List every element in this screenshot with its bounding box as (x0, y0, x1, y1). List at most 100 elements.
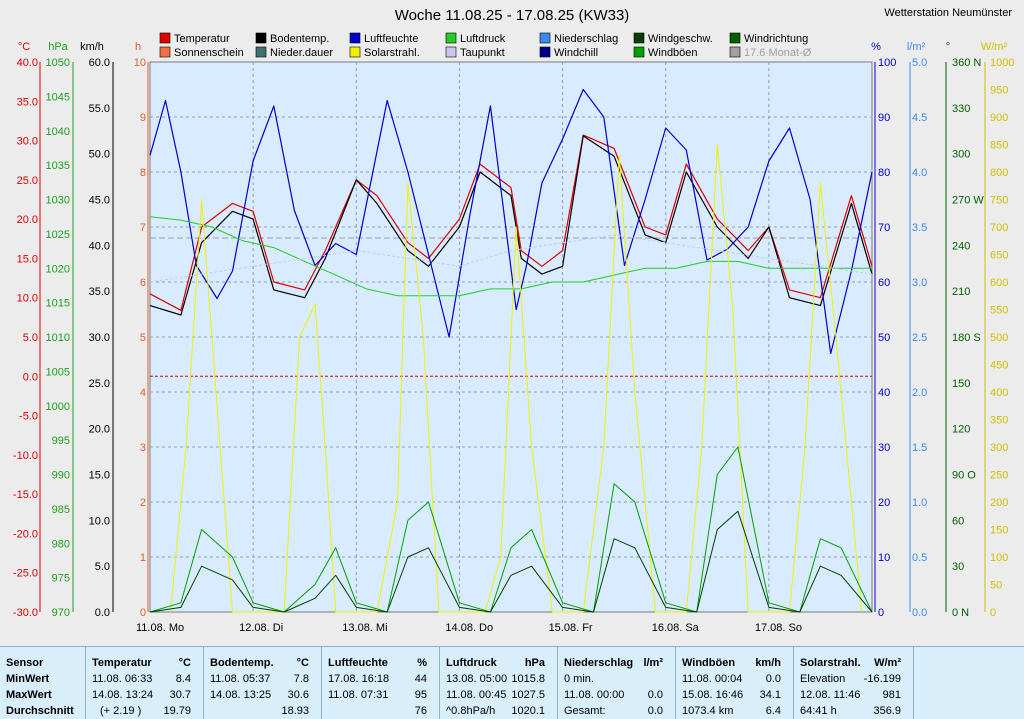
axis-tick-wind: 40.0 (89, 240, 110, 252)
legend-swatch (349, 46, 361, 58)
axis-tick-solar: 400 (990, 387, 1008, 399)
axis-tick-sun_hours: 10 (134, 57, 146, 69)
axis-tick-rain: 4.0 (912, 167, 927, 179)
axis-tick-wind: 45.0 (89, 195, 110, 207)
legend-label: Bodentemp. (270, 33, 329, 45)
stats-luftfeuchte-max-value: 95 (414, 689, 427, 701)
legend-label: Sonnenschein (174, 47, 244, 59)
axis-tick-temp: 5.0 (23, 332, 38, 344)
axis-tick-sun_hours: 0 (140, 607, 146, 619)
axis-tick-pressure: 985 (52, 504, 70, 516)
axis-tick-wind: 25.0 (89, 378, 110, 390)
stats-bodentemp-min-value: 7.8 (293, 673, 309, 685)
stats-niederschlag-title: Niederschlag (564, 657, 634, 669)
axis-tick-wind: 60.0 (89, 57, 110, 69)
axis-tick-sun_hours: 5 (140, 332, 146, 344)
stats-luftdruck-min-value: 1015.8 (511, 673, 545, 685)
axis-tick-pressure: 1050 (46, 57, 70, 69)
stats-bodentemp-unit: °C (296, 657, 309, 669)
stats-solar-elevation-label: Elevation (800, 673, 846, 685)
axis-tick-solar: 250 (990, 470, 1008, 482)
axis-tick-wind: 0.0 (95, 607, 110, 619)
axis-tick-solar: 450 (990, 360, 1008, 372)
stats-bodentemp-avg-value: 18.93 (281, 705, 309, 717)
stats-temperatur-min-value: 8.4 (175, 673, 191, 685)
stats-bodentemp-max-time: 14.08. 13:25 (210, 689, 272, 701)
stats-luftdruck-trend: ^0.8hPa/h (446, 705, 496, 717)
axis-tick-temp: 30.0 (17, 136, 38, 148)
legend-swatch (539, 32, 551, 44)
axis-tick-temp: -30.0 (13, 607, 38, 619)
legend-label: 17.6 Monat-Ø (744, 47, 812, 59)
stats-windboeen-min-time: 11.08. 00:04 (682, 673, 743, 685)
axis-tick-temp: -5.0 (19, 411, 38, 423)
axis-tick-solar: 800 (990, 167, 1008, 179)
axis-tick-rain: 4.5 (912, 112, 927, 124)
legend-label: Windchill (554, 47, 598, 59)
legend-swatch (633, 46, 645, 58)
axis-tick-pressure: 1015 (46, 298, 70, 310)
axis-tick-solar: 600 (990, 277, 1008, 289)
stats-niederschlag-duration: 0 min. (564, 673, 594, 685)
axis-tick-solar: 550 (990, 305, 1008, 317)
axis-tick-solar: 900 (990, 112, 1008, 124)
axis-unit-humidity: % (871, 41, 881, 53)
stats-solar-max-value: 981 (882, 689, 901, 701)
legend-swatch (255, 46, 267, 58)
axis-tick-pressure: 990 (52, 470, 70, 482)
axis-tick-humidity: 0 (878, 607, 884, 619)
stats-bodentemp-min-time: 11.08. 05:37 (210, 673, 271, 685)
stats-luftdruck-avg-value: 1020.1 (511, 705, 545, 717)
axis-tick-rain: 2.0 (912, 387, 927, 399)
stats-windboeen-distance: 1073.4 km (682, 705, 734, 717)
axis-tick-pressure: 1010 (46, 332, 70, 344)
stats-luftfeuchte-min-time: 17.08. 16:18 (328, 673, 390, 685)
stats-solar-hours: 64:41 h (800, 705, 837, 717)
stats-solar-elevation-value: -16.199 (863, 673, 901, 685)
axis-tick-direction: 150 (952, 378, 970, 390)
axis-tick-pressure: 980 (52, 538, 70, 550)
axis-tick-rain: 3.0 (912, 277, 927, 289)
axis-tick-temp: -25.0 (13, 568, 38, 580)
stats-bodentemp-title: Bodentemp. (210, 657, 274, 669)
axis-tick-rain: 0.5 (912, 552, 927, 564)
axis-tick-rain: 1.5 (912, 442, 927, 454)
axis-tick-solar: 100 (990, 552, 1008, 564)
axis-tick-humidity: 10 (878, 552, 890, 564)
series-line (149, 234, 873, 283)
legend-swatch (445, 46, 457, 58)
axis-tick-pressure: 1045 (46, 91, 70, 103)
legend-label: Taupunkt (460, 47, 505, 59)
axis-tick-temp: 25.0 (17, 175, 38, 187)
series-line (149, 510, 873, 613)
stats-header: Sensor (6, 657, 44, 669)
legend-label: Temperatur (174, 33, 230, 45)
axis-tick-humidity: 50 (878, 332, 890, 344)
stats-label-min: MinWert (6, 673, 50, 685)
axis-tick-direction: 30 (952, 561, 964, 573)
axis-tick-direction: 60 (952, 515, 964, 527)
axis-tick-sun_hours: 9 (140, 112, 146, 124)
legend-label: Windrichtung (744, 33, 808, 45)
stats-luftdruck-title: Luftdruck (446, 657, 497, 669)
legend-swatch (159, 32, 171, 44)
stats-temperatur-title: Temperatur (92, 657, 152, 669)
legend-label: Luftdruck (460, 33, 506, 45)
legend-label: Windböen (648, 47, 698, 59)
axis-unit-pressure: hPa (48, 41, 68, 53)
axis-unit-sun_hours: h (135, 41, 141, 53)
axis-tick-direction: 120 (952, 424, 970, 436)
stats-solar-title: Solarstrahl. (800, 657, 861, 669)
axis-tick-wind: 50.0 (89, 149, 110, 161)
stats-temperatur-min-time: 11.08. 06:33 (92, 673, 153, 685)
stats-luftfeuchte-max-time: 11.08. 07:31 (328, 689, 389, 701)
stats-luftdruck-max-time: 11.08. 00:45 (446, 689, 507, 701)
stats-windboeen-max-time: 15.08. 16:46 (682, 689, 744, 701)
axis-tick-temp: -20.0 (13, 528, 38, 540)
stats-luftfeuchte-title: Luftfeuchte (328, 657, 388, 669)
stats-temperatur-column: Temperatur °C 11.08. 06:33 8.4 14.08. 13:2… (86, 647, 204, 719)
x-tick-label: 16.08. Sa (652, 622, 700, 634)
axis-tick-humidity: 20 (878, 497, 890, 509)
axis-tick-temp: -15.0 (13, 489, 38, 501)
legend-label: Niederschlag (554, 33, 618, 45)
